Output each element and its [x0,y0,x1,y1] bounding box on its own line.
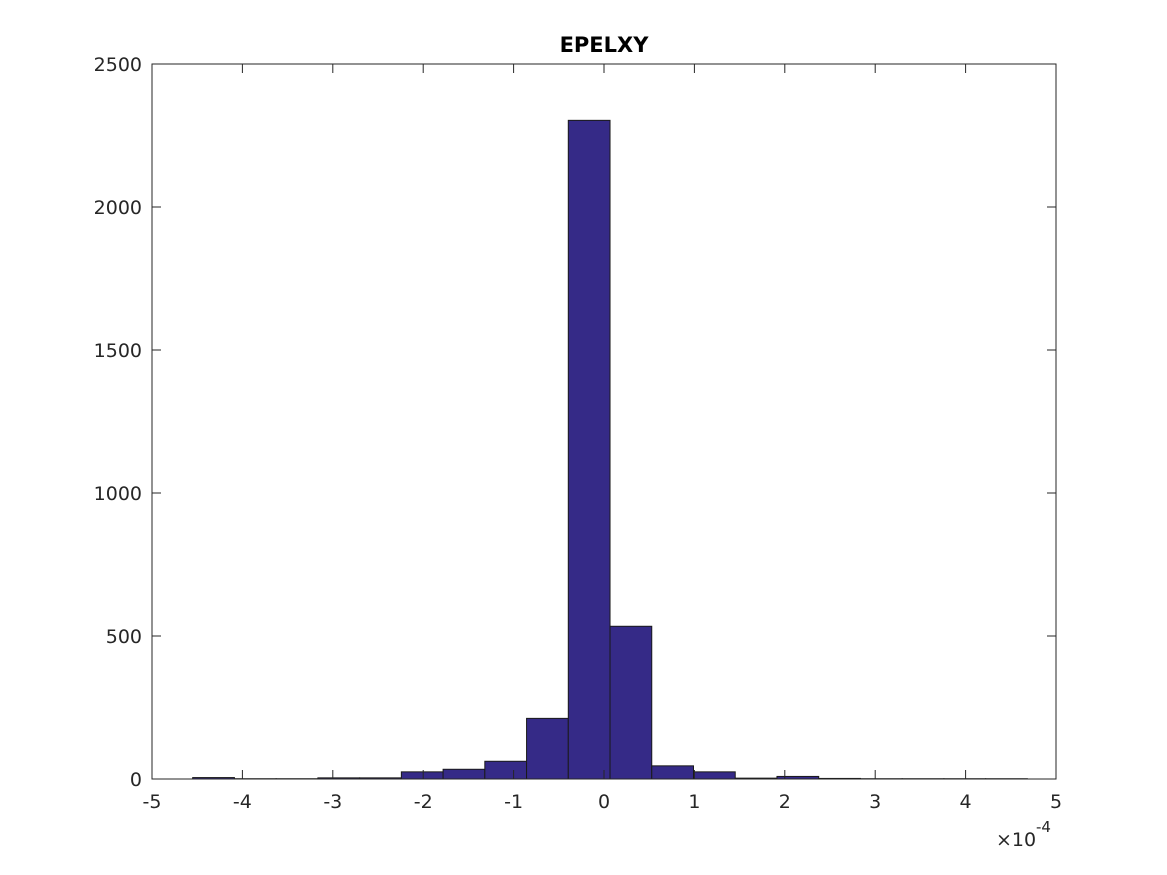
x-tick-label: -2 [414,791,433,813]
histogram-bar [692,771,736,780]
x-tick-label: -5 [143,791,162,813]
histogram-bar [609,625,653,780]
x-tick-label: 1 [688,791,700,813]
histogram-bars [192,119,1028,780]
x-axis-ticks: -5 -4 -3 -2 -1 0 1 2 3 4 5 [143,64,1062,813]
x-tick-label: 4 [960,791,972,813]
histogram-bar [567,119,611,780]
y-tick-label: 0 [130,769,142,791]
histogram-bar [400,771,444,780]
x-tick-label: -4 [233,791,252,813]
histogram-bar [651,765,694,780]
chart-title: EPELXY [560,33,650,57]
y-tick-label: 2500 [94,54,142,76]
y-tick-label: 2000 [94,197,142,219]
x-exponent-power: -4 [1036,818,1051,836]
y-tick-label: 1500 [94,340,142,362]
x-tick-label: 0 [598,791,610,813]
x-tick-label: 5 [1050,791,1062,813]
y-tick-label: 1000 [94,483,142,505]
y-axis-ticks: 0 500 1000 1500 2000 2500 [94,54,1056,791]
x-tick-label: 2 [779,791,791,813]
x-exponent-label: ×10 -4 [996,818,1051,851]
y-tick-label: 500 [106,626,142,648]
x-tick-label: -3 [323,791,342,813]
histogram-bar [484,760,528,780]
x-tick-label: 3 [869,791,881,813]
histogram-bar [442,768,486,780]
x-exponent-base: ×10 [996,829,1036,851]
histogram-bar [526,717,569,780]
x-tick-label: -1 [504,791,523,813]
